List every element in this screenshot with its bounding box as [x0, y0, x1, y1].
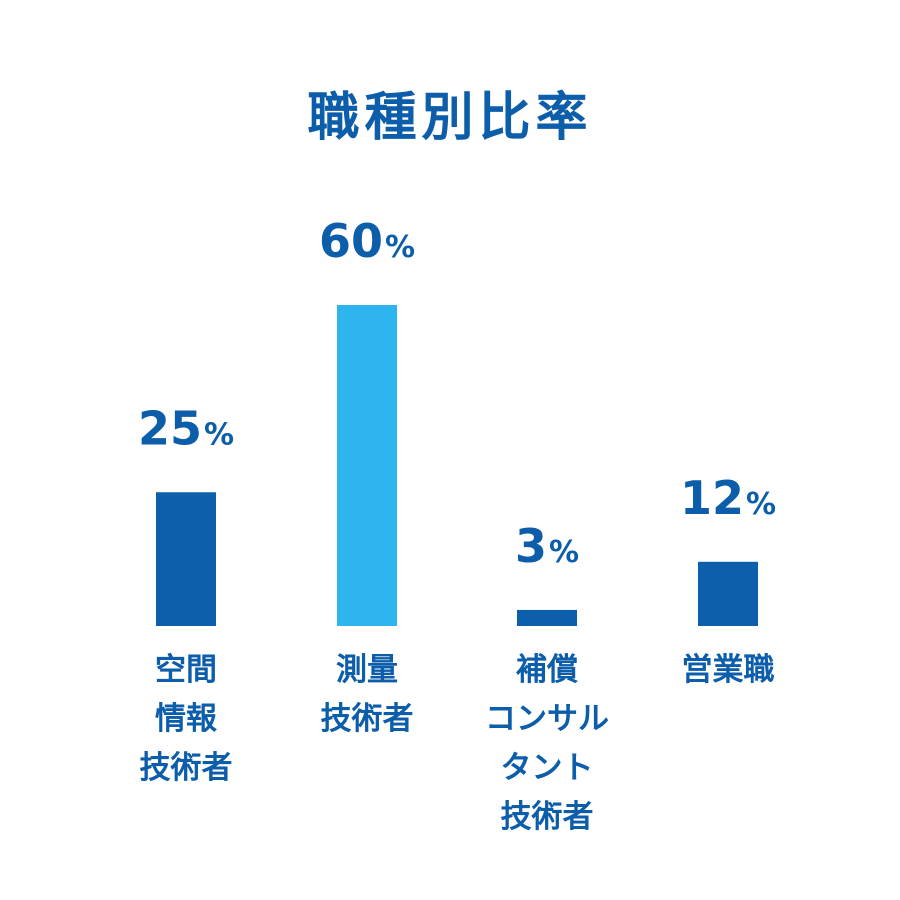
category-label-line: 技術者 — [140, 750, 233, 786]
bar-2 — [517, 609, 577, 626]
value-label-1: 60% — [319, 214, 415, 268]
category-label-3: 営業職 — [682, 652, 775, 688]
value-label-2: 3% — [515, 519, 579, 573]
bar-0 — [156, 492, 216, 626]
bar-3 — [698, 561, 758, 626]
value-label-3: 12% — [680, 471, 776, 525]
category-label-line: タント — [501, 750, 594, 786]
value-label-0: 25% — [138, 401, 234, 455]
chart-title: 職種別比率 — [307, 88, 593, 148]
category-label-line: コンサル — [485, 701, 609, 737]
category-label-line: 空間 — [155, 652, 217, 688]
category-label-line: 情報 — [155, 701, 218, 737]
category-label-line: 測量 — [336, 652, 398, 688]
bar-1 — [337, 305, 397, 626]
category-label-line: 補償 — [515, 652, 578, 688]
category-label-line: 営業職 — [682, 652, 775, 688]
category-label-line: 技術者 — [321, 701, 414, 737]
category-label-line: 技術者 — [501, 799, 594, 835]
